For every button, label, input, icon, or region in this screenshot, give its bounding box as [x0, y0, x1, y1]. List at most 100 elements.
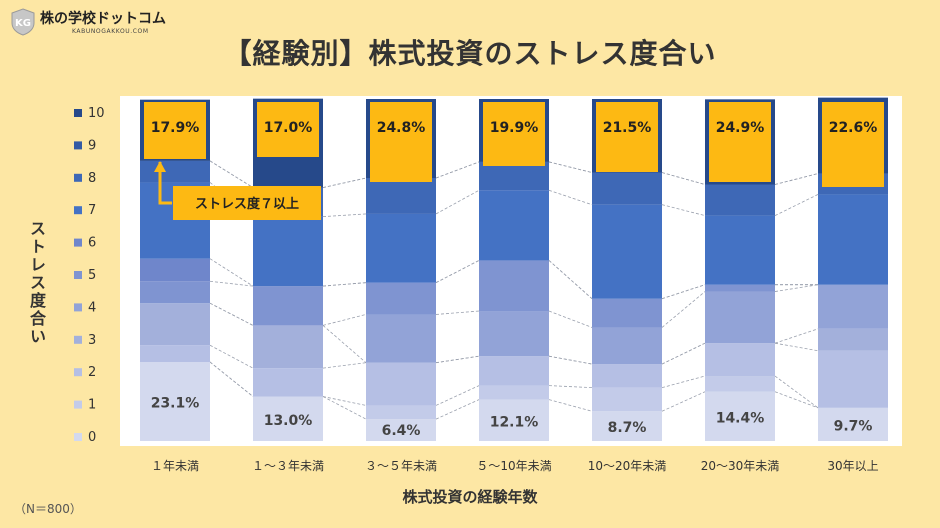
connector-line: [435, 260, 480, 284]
bar-segment-6-level-7: [705, 215, 775, 285]
bar-segment-6-level-1: [705, 376, 775, 392]
top-label-4: 19.9%: [490, 120, 539, 136]
top-label-6: 24.9%: [716, 120, 765, 136]
bar-segment-4-level-7: [479, 190, 549, 261]
legend-label-1: 1: [88, 398, 96, 413]
x-tick-labels: １年未満 １～３年未満 ３～５年未満 ５～10年未満 10～20年未満 20～30年未満 3…: [151, 459, 879, 473]
top-label-box-7: [822, 102, 884, 187]
bar-segment-1-level-2: [140, 345, 210, 362]
bottom-label-1: 23.1%: [151, 395, 200, 411]
bar-segment-3-level-2: [366, 362, 436, 406]
legend-swatch-8: [74, 173, 82, 182]
legend-label-7: 7: [88, 203, 96, 218]
bar-segment-6-level-8: [705, 184, 775, 216]
bar-segment-7-level-2: [818, 350, 888, 408]
bar-segment-7-level-4: [818, 284, 888, 329]
x-tick-label-4: ５～10年未満: [476, 459, 551, 473]
bar-segment-7-level-7: [818, 194, 888, 285]
connector-line: [322, 325, 367, 363]
connector-lines: [209, 160, 819, 420]
connector-line: [661, 375, 706, 389]
top-label-box-1: [144, 102, 206, 159]
connector-line: [661, 342, 706, 365]
bar-segment-5-level-1: [592, 387, 662, 412]
connector-line: [548, 161, 593, 173]
legend-label-0: 0: [88, 430, 96, 445]
connector-line: [209, 160, 254, 188]
x-axis-title: 株式投資の経験年数: [402, 488, 538, 506]
bar-segment-2-level-0: [253, 396, 323, 441]
connector-line: [548, 260, 593, 300]
bottom-label-4: 12.1%: [490, 414, 539, 430]
x-tick-label-1: １年未満: [151, 459, 199, 473]
connector-line: [774, 173, 819, 185]
logo-mark-icon: KG: [11, 8, 35, 36]
bar-segment-7-level-0: [818, 407, 888, 441]
bar-segment-5-level-2: [592, 364, 662, 388]
logo-url: KABUNOGAKKOU.COM: [72, 28, 149, 35]
top-label-box-3: [370, 102, 432, 182]
legend-label-6: 6: [88, 236, 96, 251]
bar-segment-3-level-8: [366, 178, 436, 214]
bar-segment-1-level-5: [140, 281, 210, 304]
connector-line: [774, 284, 819, 292]
connector-line: [548, 310, 593, 328]
connector-line: [774, 342, 819, 352]
connector-line: [774, 328, 819, 344]
legend-label-3: 3: [88, 333, 96, 348]
connector-line: [661, 204, 706, 217]
logo-mark-letters: KG: [15, 18, 31, 29]
data-labels: 17.9% 23.1% 17.0% 13.0% 24.8% 6.4% 19.9% 12.1% 2…: [144, 102, 884, 439]
bar-segment-4-level-4: [479, 311, 549, 357]
legend-label-10: 10: [88, 106, 105, 121]
x-tick-label-2: １～３年未満: [252, 459, 324, 473]
bar-segment-2-level-5: [253, 286, 323, 326]
bar-segment-3-level-5: [366, 282, 436, 315]
top-label-box-2: [257, 102, 319, 157]
bar-segment-4-level-8: [479, 161, 549, 191]
legend-label-9: 9: [88, 138, 96, 153]
legend-swatch-10: [74, 109, 82, 117]
top-label-box-5: [596, 102, 658, 172]
legend-label-4: 4: [88, 300, 96, 315]
connector-line: [209, 280, 254, 287]
connector-line: [548, 189, 593, 206]
connector-line: [774, 375, 819, 409]
bar-segment-1-level-6: [140, 258, 210, 282]
bar-segment-5-level-5: [592, 298, 662, 328]
connector-line: [435, 355, 480, 364]
x-tick-label-3: ３～５年未満: [365, 459, 437, 473]
x-tick-label-6: 20～30年未満: [701, 459, 780, 473]
x-tick-label-5: 10～20年未満: [588, 459, 667, 473]
bar-segment-3-level-0: [366, 419, 436, 441]
legend-swatch-9: [74, 141, 82, 150]
bar-segment-2-level-7: [253, 216, 323, 287]
top-label-3: 24.8%: [377, 120, 426, 136]
connector-line: [661, 284, 706, 300]
bar-segment-6-level-2: [705, 343, 775, 377]
bottom-label-6: 14.4%: [716, 410, 765, 426]
callout-text: ストレス度７以上: [195, 196, 299, 212]
logo-name: 株の学校ドットコム: [40, 11, 166, 27]
bar-segment-5-level-7: [592, 204, 662, 299]
bar-segment-3-level-7: [366, 213, 436, 283]
connector-line: [435, 385, 480, 406]
connector-line: [435, 161, 480, 179]
legend-swatch-2: [74, 368, 82, 377]
logo: KG 株の学校ドットコム KABUNOGAKKOU.COM: [10, 6, 210, 40]
bar-segment-1-level-8: [140, 160, 210, 183]
connector-line: [322, 314, 367, 326]
connector-line: [548, 355, 593, 365]
top-label-5: 21.5%: [603, 120, 652, 136]
connector-line: [661, 172, 706, 185]
bar-segment-5-level-0: [592, 411, 662, 441]
connector-line: [322, 396, 367, 420]
bar-segment-5-level-8: [592, 172, 662, 205]
connector-line: [435, 399, 480, 420]
bar-segment-1-level-0: [140, 361, 210, 441]
bar-segment-4-level-0: [479, 399, 549, 441]
page-title: 【経験別】株式投資のストレス度合い: [223, 37, 717, 70]
connector-line: [548, 260, 593, 300]
connector-line: [322, 177, 367, 188]
bar-segment-4-level-1: [479, 385, 549, 400]
